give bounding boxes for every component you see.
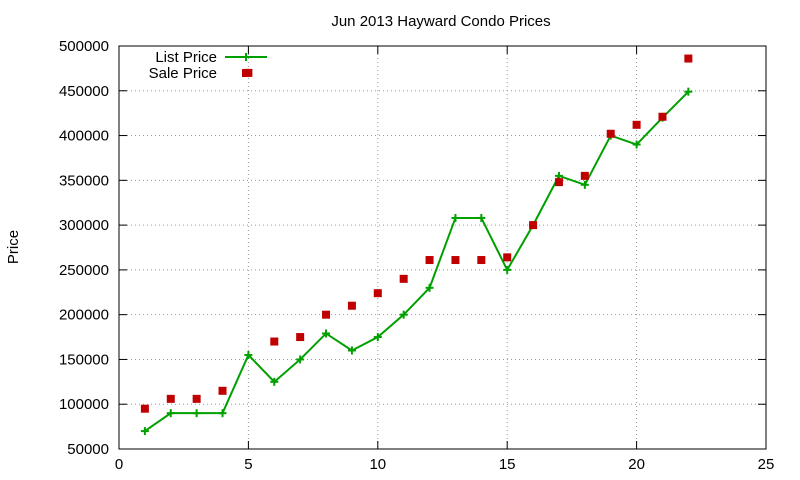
axis-ticks: 50000 100000 150000 200000 250000 300000 35000… <box>59 38 774 473</box>
data-point <box>373 333 382 342</box>
data-point <box>632 120 641 129</box>
series-list-price <box>140 87 693 436</box>
data-point <box>477 256 486 265</box>
y-tick-label: 300000 <box>59 217 109 234</box>
y-tick-label: 350000 <box>59 172 109 189</box>
data-point <box>270 377 279 386</box>
data-point <box>347 301 356 310</box>
data-point <box>399 274 408 283</box>
data-point <box>192 394 201 403</box>
legend-label: Sale Price <box>149 65 217 82</box>
data-point <box>554 178 563 187</box>
data-point <box>529 221 538 230</box>
y-tick-label: 250000 <box>59 262 109 279</box>
plot-frame <box>118 45 767 450</box>
data-point <box>322 310 331 319</box>
data-point <box>140 404 149 413</box>
data-point <box>684 54 693 63</box>
data-point <box>244 350 253 359</box>
data-point <box>425 256 434 265</box>
series-sale-price <box>140 54 693 413</box>
y-tick-label: 200000 <box>59 307 109 324</box>
data-point <box>503 265 512 274</box>
y-tick-label: 450000 <box>59 83 109 100</box>
data-point <box>451 256 460 265</box>
chart-title: Jun 2013 Hayward Condo Prices <box>331 13 550 30</box>
data-point <box>373 289 382 298</box>
data-point <box>580 180 589 189</box>
data-point <box>451 213 460 222</box>
data-point <box>606 129 615 138</box>
series-line <box>144 90 690 432</box>
data-point <box>140 427 149 436</box>
x-tick-label: 5 <box>244 456 252 473</box>
legend-square-swatch <box>242 69 250 77</box>
data-point <box>218 409 227 418</box>
data-point <box>399 310 408 319</box>
x-tick-label: 0 <box>115 456 123 473</box>
y-tick-label: 500000 <box>59 38 109 55</box>
legend-plus-marker <box>242 53 250 61</box>
data-point <box>192 409 201 418</box>
data-point <box>503 253 512 262</box>
x-tick-label: 15 <box>499 456 516 473</box>
data-point <box>477 213 486 222</box>
data-point <box>166 409 175 418</box>
data-point <box>632 140 641 149</box>
y-tick-label: 400000 <box>59 128 109 145</box>
x-tick-label: 25 <box>758 456 775 473</box>
y-tick-label: 100000 <box>59 396 109 413</box>
x-tick-label: 10 <box>369 456 386 473</box>
legend-label: List Price <box>155 49 217 66</box>
data-point <box>270 337 279 346</box>
y-tick-label: 150000 <box>59 351 109 368</box>
y-axis-label: Price <box>5 230 22 264</box>
data-point <box>658 112 667 121</box>
data-point <box>218 386 227 395</box>
x-tick-label: 20 <box>628 456 645 473</box>
data-point <box>425 283 434 292</box>
data-point <box>296 355 305 364</box>
data-point <box>684 87 693 96</box>
data-point <box>322 329 331 338</box>
data-series <box>140 54 693 436</box>
data-point <box>580 171 589 180</box>
y-tick-label: 50000 <box>67 441 109 458</box>
grid-lines <box>119 46 766 449</box>
data-point <box>166 394 175 403</box>
data-point <box>296 333 305 342</box>
data-point <box>347 346 356 355</box>
